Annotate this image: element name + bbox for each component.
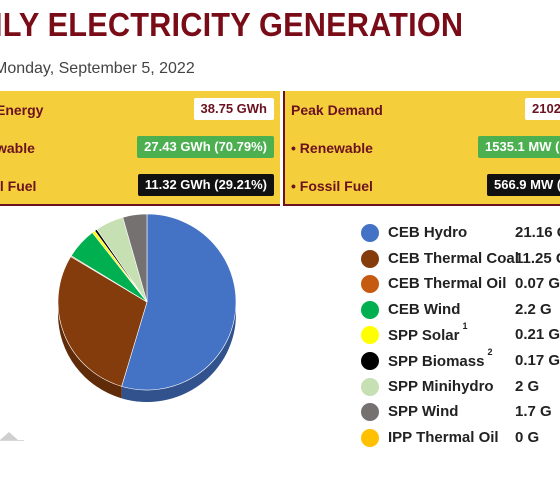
pie-side-ceb-thermal-coal — [58, 302, 122, 399]
peak-demand-row: Peak Demand 2102 — [285, 91, 560, 129]
legend-label-ceb-wind: CEB Wind — [388, 300, 461, 318]
energy-total-row: Energy 38.75 GWh — [0, 91, 280, 129]
demand-renewable-value: 1535.1 MW ( — [478, 136, 560, 158]
energy-renewable-label: wable — [0, 140, 35, 156]
legend-footnote-marker: 2 — [487, 347, 493, 357]
legend-value-ceb-wind: 2.2 G — [515, 300, 552, 318]
energy-total-value: 38.75 GWh — [193, 98, 274, 120]
legend-swatch-spp-solar — [361, 326, 379, 345]
demand-fossil-row: • Fossil Fuel 566.9 MW (2 — [285, 167, 560, 205]
legend-label-spp-wind: SPP Wind — [388, 403, 459, 421]
demand-fossil-value: 566.9 MW (2 — [487, 174, 560, 196]
legend-swatch-ceb-thermal-oil — [361, 275, 379, 294]
peak-demand-label: Peak Demand — [291, 102, 383, 118]
energy-panel: Energy 38.75 GWh wable 27.43 GWh (70.79%… — [0, 91, 280, 206]
energy-renewable-value: 27.43 GWh (70.79%) — [137, 136, 274, 158]
pie-slice-ceb-hydro[interactable] — [121, 213, 237, 391]
energy-renewable-row: wable 27.43 GWh (70.79%) — [0, 129, 280, 167]
energy-fossil-value: 11.32 GWh (29.21%) — [137, 174, 274, 196]
page-title: ILY ELECTRICITY GENERATION — [0, 6, 464, 43]
legend-value-ceb-thermal-coal: 11.25 G — [515, 249, 560, 267]
legend-value-ipp-thermal-oil: 0 G — [515, 428, 540, 446]
demand-fossil-label: • Fossil Fuel — [291, 178, 373, 194]
report-date: Monday, September 5, 2022 — [0, 60, 195, 77]
legend-value-ceb-thermal-oil: 0.07 G — [515, 275, 560, 293]
legend-swatch-spp-biomass — [361, 352, 379, 370]
legend-label-ceb-hydro: CEB Hydro — [388, 224, 468, 241]
generation-pie-chart — [57, 213, 237, 402]
legend-label-spp-biomass: SPP Biomass2 — [388, 347, 493, 370]
legend-label-ipp-thermal-oil: IPP Thermal Oil — [388, 428, 499, 446]
legend-swatch-ceb-hydro — [361, 224, 379, 242]
pie-side-ceb-hydro — [121, 302, 236, 402]
demand-panel: Peak Demand 2102 • Renewable 1535.1 MW (… — [283, 91, 560, 206]
demand-renewable-row: • Renewable 1535.1 MW ( — [285, 129, 560, 167]
divider — [0, 440, 24, 441]
legend-label-ceb-thermal-oil: CEB Thermal Oil — [388, 275, 507, 293]
pie-slice-spp-wind[interactable] — [122, 213, 148, 303]
legend-swatch-ipp-thermal-oil — [361, 428, 379, 447]
demand-renewable-label: • Renewable — [291, 140, 373, 156]
legend-value-spp-minihydro: 2 G — [515, 377, 540, 395]
legend-value-spp-biomass: 0.17 G — [515, 352, 560, 369]
legend-swatch-ceb-thermal-coal — [361, 249, 379, 268]
legend-label-spp-minihydro: SPP Minihydro — [388, 377, 494, 395]
legend-swatch-spp-minihydro — [361, 377, 379, 396]
legend-footnote-marker: 1 — [462, 321, 468, 332]
legend-value-spp-solar: 0.21 G — [515, 326, 560, 344]
legend-value-ceb-hydro: 21.16 G — [515, 224, 560, 241]
legend-value-spp-wind: 1.7 G — [515, 403, 552, 421]
energy-fossil-row: il Fuel 11.32 GWh (29.21%) — [0, 167, 280, 205]
legend-swatch-ceb-wind — [361, 300, 379, 319]
legend-label-spp-solar: SPP Solar1 — [388, 321, 468, 345]
energy-fossil-label: il Fuel — [0, 178, 37, 194]
legend-swatch-spp-wind — [361, 403, 379, 422]
legend-label-ceb-thermal-coal: CEB Thermal Coal — [388, 249, 519, 267]
energy-total-label: Energy — [0, 102, 44, 118]
peak-demand-value: 2102 — [525, 98, 560, 120]
scroll-up-arrow-icon[interactable] — [0, 432, 18, 440]
